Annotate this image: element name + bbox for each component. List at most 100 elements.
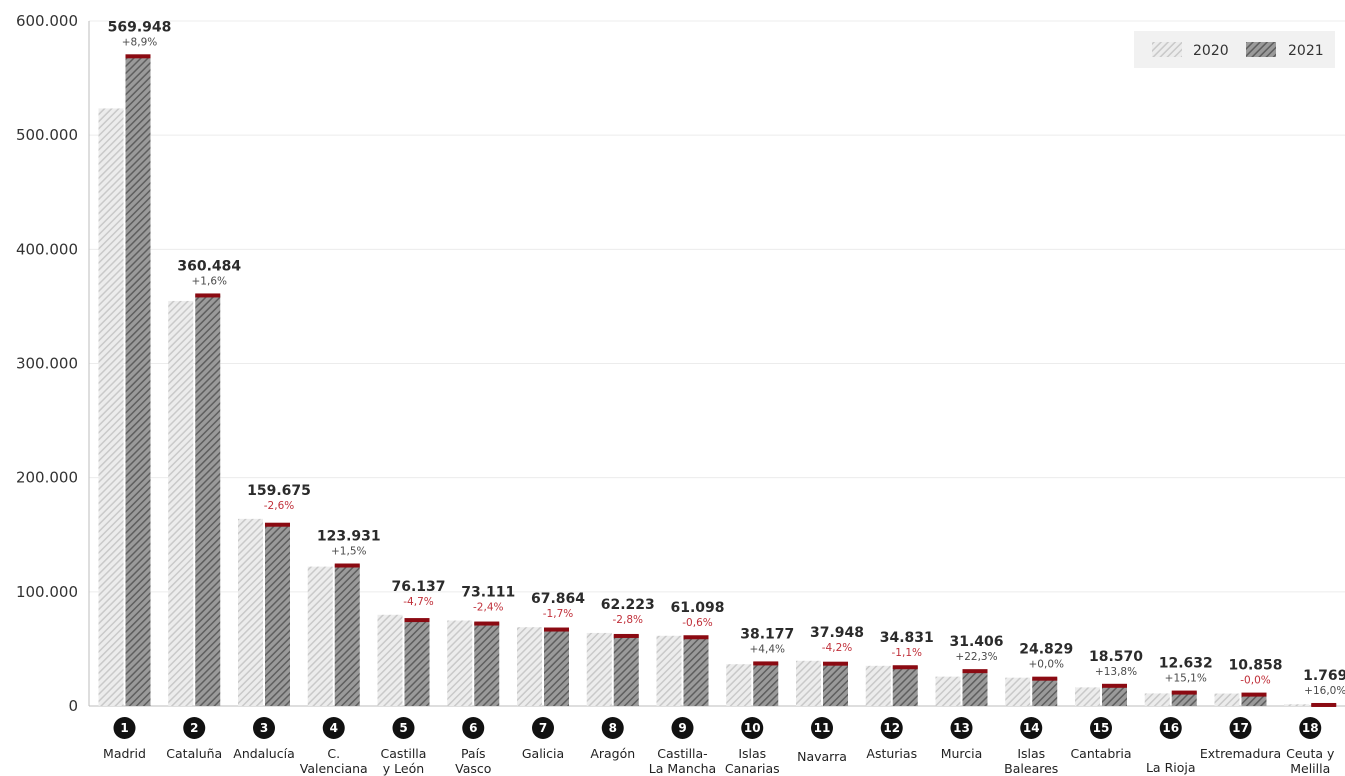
change-label: +8,9% [122, 36, 157, 48]
change-label: -2,8% [613, 614, 643, 626]
rank-number: 1 [120, 721, 128, 735]
rank-number: 18 [1302, 721, 1319, 735]
bar-2021 [265, 523, 290, 706]
legend-label-2021: 2021 [1288, 43, 1324, 59]
rank-badge [950, 717, 973, 739]
bar-2021-cap [474, 621, 500, 626]
category-label: Castilla [381, 746, 427, 761]
change-label: +1,6% [192, 275, 227, 287]
bar-2020 [517, 627, 542, 706]
rank-number: 7 [539, 721, 547, 735]
value-label: 34.831 [880, 630, 934, 646]
bar-2021-cap [892, 665, 918, 670]
change-label: +4,4% [750, 643, 785, 655]
rank-number: 9 [678, 721, 686, 735]
category-label: País [461, 746, 486, 761]
category-label-line2: Melilla [1290, 761, 1330, 776]
legend-label-2020: 2020 [1193, 43, 1229, 59]
y-tick-label: 600.000 [16, 12, 78, 30]
legend: 2020 2021 [1134, 31, 1335, 68]
value-label: 61.098 [670, 600, 724, 616]
y-tick-label: 400.000 [16, 240, 78, 258]
bar-2021 [1171, 691, 1197, 706]
bar-2021 [1032, 677, 1058, 706]
rank-number: 17 [1232, 721, 1249, 735]
bar-2021-cap [1171, 690, 1197, 695]
change-label: -1,7% [543, 608, 573, 620]
category-label: Navarra [797, 749, 847, 764]
bar-2021-cap [613, 633, 639, 638]
rank-badge [322, 717, 345, 739]
bar-2021-cap [683, 635, 709, 640]
rank-badge [532, 717, 554, 739]
bars-group [98, 54, 1337, 707]
change-label: -4,2% [822, 642, 852, 654]
bar-2020 [935, 676, 961, 706]
rank-number: 11 [814, 721, 831, 735]
rank-badge [880, 717, 903, 739]
y-tick-label: 200.000 [16, 469, 78, 487]
category-label: Galicia [522, 746, 564, 761]
bar-2021 [823, 662, 848, 706]
category-label-line2: La Mancha [649, 761, 716, 776]
value-label: 62.223 [601, 597, 655, 613]
bar-2021-cap [125, 54, 151, 59]
change-label: +13,8% [1095, 666, 1137, 678]
bar-2020 [726, 664, 752, 706]
rank-number: 13 [953, 721, 970, 735]
bar-2020 [98, 108, 124, 707]
rank-badge [1090, 717, 1112, 739]
bar-2021 [1241, 693, 1267, 706]
change-label: +0,0% [1029, 659, 1064, 671]
rank-badge [741, 717, 764, 739]
bar-2021-cap [1102, 683, 1127, 688]
bar-2020 [1075, 687, 1100, 706]
rank-badge [1159, 717, 1182, 739]
rank-badge [183, 717, 206, 739]
category-label: Cantabria [1070, 746, 1131, 761]
rank-number: 12 [883, 721, 900, 735]
bar-2021-cap [823, 661, 848, 666]
category-label: Andalucía [233, 746, 294, 761]
value-label: 12.632 [1159, 656, 1213, 672]
rank-badge [113, 717, 136, 739]
rank-badge [601, 717, 624, 739]
value-label: 76.137 [391, 579, 445, 595]
bar-2020 [656, 635, 682, 706]
category-label: Asturias [866, 746, 917, 761]
bar-2021 [474, 622, 500, 706]
rank-badge [392, 717, 415, 739]
legend-swatch-2020 [1152, 42, 1182, 57]
change-label: -4,7% [403, 596, 433, 608]
bar-2020 [238, 518, 263, 706]
change-label: +15,1% [1165, 673, 1207, 685]
change-label: -1,1% [892, 647, 922, 659]
category-label: Castilla- [657, 746, 707, 761]
category-label-line2: Vasco [455, 761, 491, 776]
bar-2021-cap [1032, 676, 1058, 681]
bar-2021 [1102, 684, 1127, 706]
rank-badge [253, 717, 275, 739]
value-label: 38.177 [740, 626, 794, 642]
bar-2020 [1144, 693, 1170, 706]
category-label-line2: Baleares [1004, 761, 1058, 776]
change-label: +16,0% [1304, 685, 1345, 697]
rank-number: 5 [399, 721, 407, 735]
change-label: +1,5% [331, 546, 366, 558]
value-label: 31.406 [949, 634, 1003, 650]
bar-2021-cap [962, 669, 988, 674]
bar-2021 [544, 628, 569, 706]
bar-2020 [1005, 677, 1031, 706]
category-label: La Rioja [1146, 760, 1196, 775]
bar-2021 [195, 294, 221, 706]
category-label: Islas [738, 746, 766, 761]
bar-2020 [1284, 704, 1310, 706]
value-label: 10.858 [1228, 658, 1282, 674]
category-label: Islas [1017, 746, 1045, 761]
value-label: 123.931 [317, 529, 381, 545]
legend-swatch-2021 [1246, 42, 1276, 57]
rank-number: 16 [1162, 721, 1179, 735]
value-label: 569.948 [108, 19, 172, 35]
value-label: 24.829 [1019, 642, 1073, 658]
value-label: 18.570 [1089, 649, 1143, 665]
